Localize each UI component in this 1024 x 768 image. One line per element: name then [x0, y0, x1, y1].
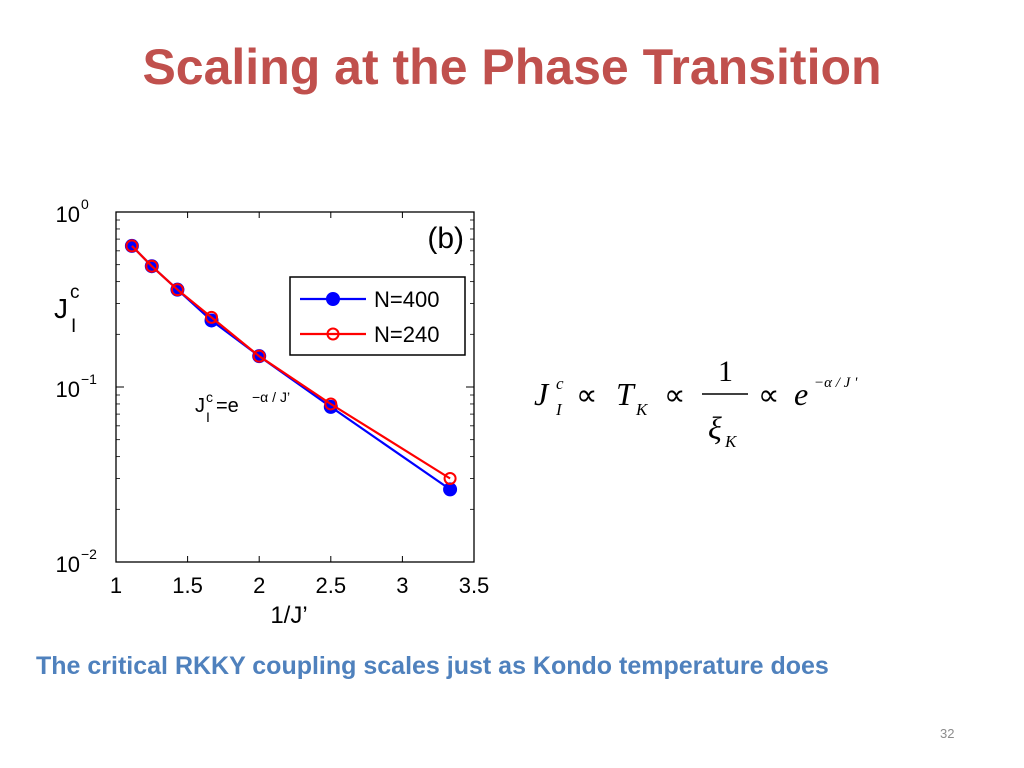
formula-j: J	[534, 376, 550, 412]
legend-box	[289, 276, 466, 356]
page-number: 32	[940, 726, 955, 741]
formula-prop-1: ∝	[576, 379, 597, 412]
x-tick-label: 3.5	[459, 573, 490, 598]
formula-t-sub: K	[635, 400, 649, 419]
series-line-1	[131, 245, 451, 480]
formula-prop-2: ∝	[664, 379, 685, 412]
annotation-eq: =e	[216, 395, 239, 417]
slide-caption: The critical RKKY coupling scales just a…	[36, 652, 829, 680]
annotation-exponent: −α / J’	[252, 389, 290, 405]
formula-exponent: −α / J '	[814, 375, 858, 391]
plot-frame	[115, 211, 475, 563]
data-point-1	[205, 310, 219, 324]
data-point-1	[443, 472, 457, 486]
y-tick-label-base: 10	[56, 377, 80, 402]
data-point-1	[252, 349, 266, 363]
data-point-0	[204, 313, 219, 328]
x-tick-label: 3	[396, 573, 408, 598]
x-tick-label: 1	[110, 573, 122, 598]
formula-xi-sub: K	[724, 432, 738, 451]
y-axis-label-sup: c	[70, 282, 80, 303]
legend-marker	[326, 292, 340, 306]
annotation-lhs: J	[195, 395, 205, 417]
data-point-1	[324, 397, 338, 411]
y-axis-label-sub: I	[71, 316, 76, 337]
y-tick-label-exponent: −2	[81, 546, 97, 562]
formula-e: e	[794, 376, 808, 412]
formula-prop-3: ∝	[758, 379, 779, 412]
annotation-sub: I	[206, 409, 210, 425]
x-tick-label: 2.5	[316, 573, 347, 598]
legend-label: N=240	[374, 322, 439, 347]
y-tick-label-base: 10	[56, 552, 80, 577]
y-axis-label-main: J	[54, 293, 68, 324]
formula-numerator: 1	[718, 355, 733, 388]
legend-marker	[326, 327, 340, 341]
formula-xi: ξ	[708, 410, 722, 446]
scaling-formula: J c I ∝ T K ∝ 1 ξ K ∝ e −α / J '	[534, 355, 858, 451]
formula-j-sub: I	[555, 400, 563, 419]
x-tick-label: 1.5	[172, 573, 203, 598]
data-point-1	[170, 283, 184, 297]
legend-label: N=400	[374, 287, 439, 312]
x-tick-label: 2	[253, 573, 265, 598]
data-point-0	[443, 482, 458, 497]
annotation-sup: c	[206, 389, 213, 405]
y-tick-label-exponent: −1	[81, 371, 97, 387]
x-axis-label: 1/J’	[270, 602, 307, 629]
slide-title: Scaling at the Phase Transition	[142, 39, 882, 95]
data-point-1	[145, 259, 159, 273]
data-point-1	[125, 239, 139, 253]
formula-t: T	[616, 376, 636, 412]
panel-label: (b)	[427, 222, 464, 255]
formula-j-sup: c	[556, 374, 564, 393]
y-tick-label-base: 10	[56, 202, 80, 227]
y-tick-label-exponent: 0	[81, 196, 89, 212]
